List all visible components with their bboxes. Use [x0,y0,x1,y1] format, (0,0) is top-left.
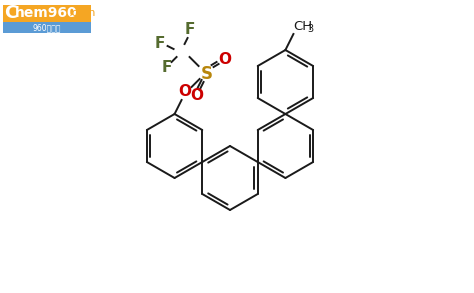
FancyBboxPatch shape [3,22,91,33]
Text: F: F [155,37,165,52]
Text: 3: 3 [308,24,313,34]
Text: CH: CH [293,20,312,33]
FancyBboxPatch shape [3,5,91,22]
Text: .com: .com [69,8,96,18]
Text: C: C [4,4,17,22]
Text: 960化工网: 960化工网 [33,23,61,33]
Text: F: F [184,23,195,38]
Text: hem960: hem960 [15,6,78,20]
Text: F: F [161,59,172,74]
Text: O: O [190,88,203,103]
Text: O: O [218,52,231,67]
Text: S: S [201,65,212,83]
Text: O: O [178,84,191,100]
